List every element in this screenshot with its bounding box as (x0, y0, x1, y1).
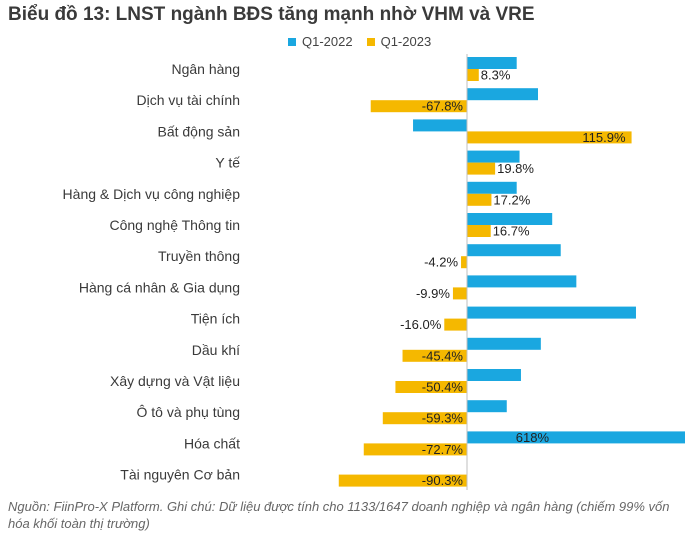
bar-q1-2023 (444, 318, 467, 331)
category-label: Dịch vụ tài chính (137, 92, 241, 108)
bar-q1-2022 (467, 431, 685, 444)
legend-swatch-q1-2022 (288, 37, 296, 46)
category-label: Y tế (215, 155, 240, 171)
category-label: Công nghệ Thông tin (109, 217, 240, 233)
bar-chart: Ngân hàng 8.3% Dịch vụ tài chính -67.8% Bất … (63, 54, 685, 490)
bar-q1-2022 (467, 88, 538, 101)
legend-label-q1-2022: Q1-2022 (302, 34, 353, 49)
category-label: Hàng cá nhân & Gia dụng (79, 279, 240, 295)
bar-q1-2022 (467, 369, 521, 381)
data-label: 8.3% (481, 68, 511, 83)
bar-q1-2022 (467, 400, 507, 413)
category-label: Hàng & Dịch vụ công nghiệp (63, 186, 241, 202)
bar-q1-2022 (467, 181, 517, 194)
data-label: -4.2% (424, 255, 458, 270)
data-label: -72.7% (422, 442, 464, 457)
bar-q1-2023 (461, 256, 467, 269)
bar-q1-2023 (467, 69, 479, 81)
bar-q1-2023 (467, 193, 492, 206)
source-note: Nguồn: FiinPro-X Platform. Ghi chú: Dữ l… (8, 499, 670, 531)
bar-q1-2023 (467, 225, 491, 237)
bar-q1-2023 (467, 162, 496, 175)
data-label: -9.9% (416, 286, 450, 301)
bar-q1-2023 (452, 287, 467, 300)
bar-q1-2022 (467, 57, 517, 69)
bar-q1-2023 (338, 474, 467, 487)
bar-q1-2023 (363, 443, 467, 456)
category-label: Dầu khí (192, 342, 240, 358)
category-label: Ngân hàng (171, 61, 240, 77)
data-label: 17.2% (493, 192, 530, 207)
data-label: -50.4% (422, 380, 464, 395)
bar-q1-2023 (382, 412, 467, 425)
bar-q1-2023 (370, 100, 467, 113)
data-label: -59.3% (422, 411, 464, 426)
chart-title: Biểu đồ 13: LNST ngành BĐS tăng mạnh nhờ… (8, 4, 535, 25)
bar-q1-2022 (413, 119, 467, 132)
bar-q1-2022 (467, 275, 577, 288)
category-label: Truyền thông (158, 248, 240, 264)
legend-label-q1-2023: Q1-2023 (380, 34, 432, 49)
legend-item-q1-2023: Q1-2023 (366, 34, 432, 49)
legend-swatch-q1-2023 (366, 37, 375, 46)
bar-q1-2023 (402, 349, 467, 362)
bar-q1-2023 (395, 381, 467, 393)
legend-item-q1-2022: Q1-2022 (288, 34, 353, 49)
data-label: 115.9% (582, 130, 626, 145)
category-label: Ô tô và phụ tùng (136, 404, 240, 420)
data-label: -45.4% (422, 348, 464, 363)
data-label: 618% (516, 430, 550, 445)
bar-q1-2023 (467, 131, 632, 144)
bar-q1-2022 (467, 213, 553, 225)
category-label: Tài nguyên Cơ bản (120, 467, 240, 483)
data-label: 19.8% (497, 161, 534, 176)
bar-q1-2022 (467, 244, 561, 257)
data-label: 16.7% (493, 224, 530, 239)
legend: Q1-2022 Q1-2023 (288, 34, 431, 49)
bar-q1-2022 (467, 306, 636, 319)
category-label: Xây dựng và Vật liệu (110, 373, 240, 389)
data-label: -16.0% (400, 317, 442, 332)
bar-q1-2022 (467, 150, 520, 163)
data-label: -90.3% (422, 473, 464, 488)
bar-q1-2022 (467, 337, 541, 350)
category-label: Tiện ích (191, 311, 240, 327)
data-label: -67.8% (422, 99, 464, 114)
category-label: Hóa chất (184, 435, 240, 451)
category-label: Bất động sản (157, 123, 240, 139)
